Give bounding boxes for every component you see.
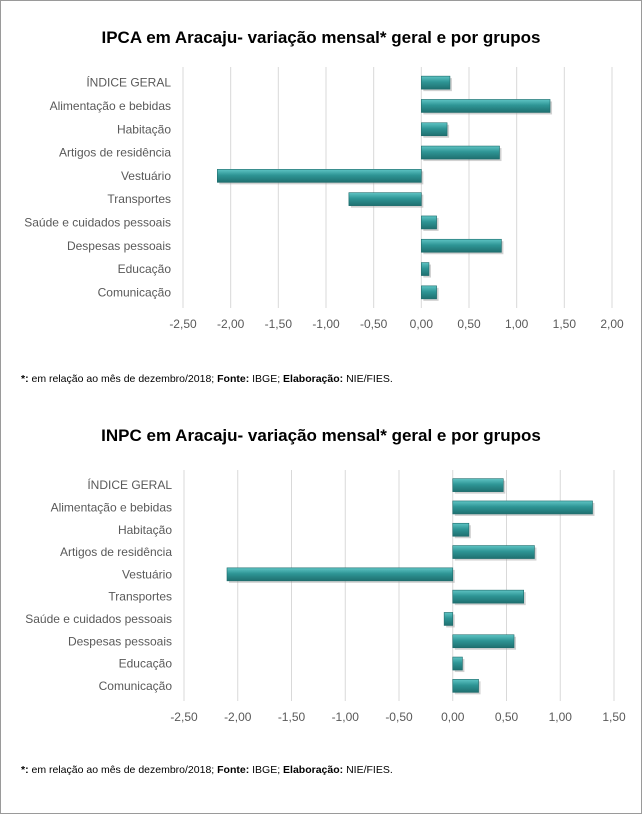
x-tick-label: 0,50 bbox=[495, 710, 519, 724]
bar bbox=[452, 500, 593, 515]
footnote-credit-label: Elaboração: bbox=[283, 764, 344, 776]
bar bbox=[348, 192, 422, 206]
category-label: Educação bbox=[119, 657, 173, 671]
bar bbox=[452, 478, 504, 492]
chart-title: IPCA em Aracaju- variação mensal* geral … bbox=[101, 28, 541, 47]
footnote-source: IBGE; bbox=[249, 764, 284, 776]
x-tick-label: -0,50 bbox=[360, 317, 388, 331]
bar bbox=[452, 545, 535, 559]
category-label: Transportes bbox=[107, 192, 171, 206]
x-tick-label: 0,00 bbox=[441, 710, 465, 724]
category-label: Saúde e cuidados pessoais bbox=[25, 612, 172, 626]
x-tick-label: -2,50 bbox=[169, 317, 197, 331]
footnote-credit: NIE/FIES. bbox=[343, 373, 393, 385]
category-label: Despesas pessoais bbox=[68, 634, 172, 648]
bar bbox=[452, 679, 479, 693]
category-label: Comunicação bbox=[99, 679, 173, 693]
x-tick-label: 1,00 bbox=[549, 710, 573, 724]
bar bbox=[452, 634, 515, 649]
category-label: Comunicação bbox=[98, 285, 172, 299]
x-tick-label: -1,50 bbox=[265, 317, 293, 331]
bar bbox=[443, 612, 454, 626]
x-tick-label: 2,00 bbox=[600, 317, 624, 331]
footnote-source-label: Fonte: bbox=[217, 373, 250, 385]
x-tick-label: -1,50 bbox=[278, 710, 306, 724]
category-label: Saúde e cuidados pessoais bbox=[24, 215, 171, 229]
bar bbox=[421, 215, 437, 230]
category-label: Artigos de residência bbox=[60, 545, 172, 559]
bar bbox=[421, 122, 448, 137]
x-tick-label: 0,00 bbox=[410, 317, 434, 331]
bar bbox=[421, 285, 437, 300]
x-tick-label: 0,50 bbox=[457, 317, 481, 331]
category-label: ÍNDICE GERAL bbox=[86, 75, 171, 90]
category-label: Despesas pessoais bbox=[67, 239, 171, 253]
footnote: *: em relação ao mês de dezembro/2018; F… bbox=[21, 764, 393, 776]
bar bbox=[421, 145, 500, 160]
x-tick-label: -1,00 bbox=[332, 710, 360, 724]
category-label: Habitação bbox=[118, 523, 172, 537]
footnote-source: IBGE; bbox=[249, 373, 284, 385]
footnote-credit-label: Elaboração: bbox=[283, 373, 344, 385]
inpc-chart: INPC em Aracaju- variação mensal* geral … bbox=[1, 411, 641, 811]
category-label: Habitação bbox=[117, 122, 171, 136]
category-label: Vestuário bbox=[122, 567, 172, 581]
bar bbox=[421, 99, 551, 113]
category-label: Artigos de residência bbox=[59, 146, 171, 160]
bar bbox=[421, 262, 430, 276]
x-tick-label: -1,00 bbox=[312, 317, 340, 331]
x-tick-label: -2,00 bbox=[224, 710, 252, 724]
footnote-marker: *: bbox=[21, 764, 29, 776]
bar bbox=[452, 522, 470, 537]
bar bbox=[452, 589, 524, 604]
x-tick-label: 1,50 bbox=[553, 317, 577, 331]
category-label: Educação bbox=[118, 262, 172, 276]
chart-title: INPC em Aracaju- variação mensal* geral … bbox=[101, 426, 541, 445]
x-tick-label: 1,50 bbox=[602, 710, 626, 724]
x-tick-label: -2,00 bbox=[217, 317, 245, 331]
inpc-chart-plot: -2,50 -2,00 -1,50 -1,00 -0,50 0,00 0,50 1,00 1,5… bbox=[25, 470, 626, 724]
bar bbox=[421, 238, 502, 253]
category-label: Alimentação e bebidas bbox=[51, 500, 172, 514]
category-label: ÍNDICE GERAL bbox=[87, 477, 172, 492]
footnote-text: em relação ao mês de dezembro/2018; bbox=[28, 373, 218, 385]
bar bbox=[217, 169, 422, 183]
bar bbox=[421, 75, 451, 90]
x-tick-label: -0,50 bbox=[385, 710, 413, 724]
footnote-source-label: Fonte: bbox=[217, 764, 250, 776]
footnote-marker: *: bbox=[21, 373, 29, 385]
category-label: Alimentação e bebidas bbox=[50, 99, 171, 113]
category-label: Transportes bbox=[108, 590, 172, 604]
footnote-credit: NIE/FIES. bbox=[343, 764, 393, 776]
x-tick-label: 1,00 bbox=[505, 317, 529, 331]
bar bbox=[452, 656, 463, 671]
x-tick-label: -2,50 bbox=[170, 710, 198, 724]
bar bbox=[226, 567, 454, 582]
footnote: *: em relação ao mês de dezembro/2018; F… bbox=[21, 373, 393, 385]
ipca-chart-plot: -2,50 -2,00 -1,50 -1,00 -0,50 0,00 0,50 1,00 1,5… bbox=[24, 67, 624, 331]
category-label: Vestuário bbox=[121, 169, 171, 183]
footnote-text: em relação ao mês de dezembro/2018; bbox=[28, 764, 218, 776]
ipca-chart: IPCA em Aracaju- variação mensal* geral … bbox=[1, 1, 641, 401]
